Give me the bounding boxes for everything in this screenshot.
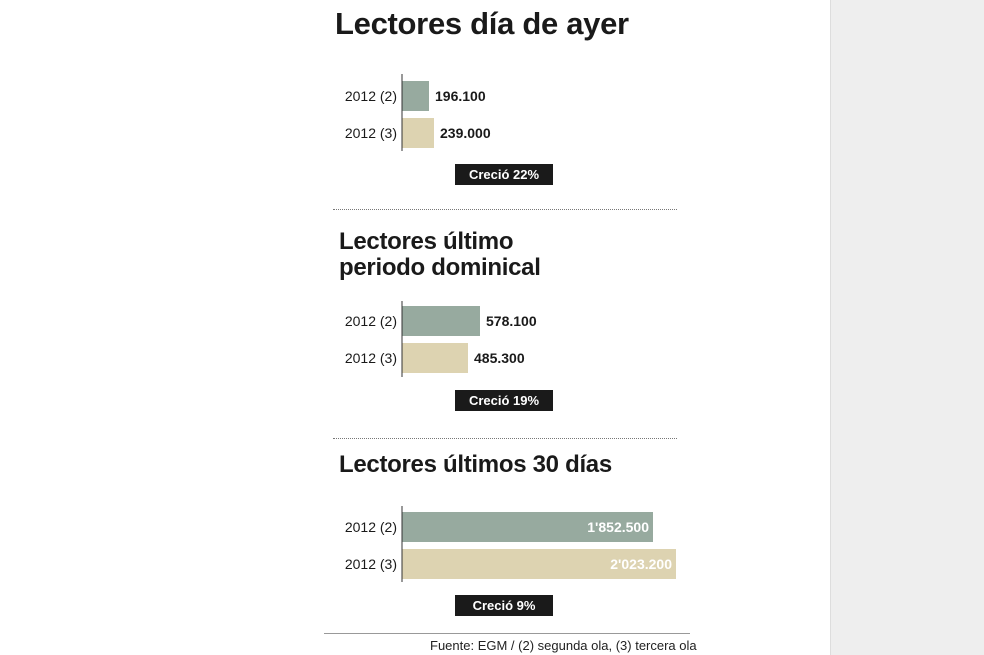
data-label: 1'852.500 — [587, 519, 649, 535]
infographic-page — [153, 0, 830, 655]
growth-badge — [455, 390, 553, 411]
footer-rule — [324, 633, 690, 634]
category-label: 2012 (2) — [345, 88, 397, 104]
category-label: 2012 (3) — [345, 350, 397, 366]
section-divider — [333, 438, 677, 439]
growth-badge-label: Creció 22% — [469, 167, 540, 182]
data-label: 2'023.200 — [610, 556, 672, 572]
bar — [402, 118, 434, 148]
data-label: 239.000 — [440, 125, 491, 141]
bar — [402, 81, 429, 111]
data-label: 578.100 — [486, 313, 537, 329]
chart-title-sunday-readers: Lectores último periodo dominical — [339, 228, 541, 281]
category-label: 2012 (3) — [345, 125, 397, 141]
data-label: 196.100 — [435, 88, 486, 104]
growth-badge-label: Creció 9% — [473, 598, 536, 613]
growth-badge — [455, 164, 553, 185]
bar — [402, 343, 468, 373]
left-margin — [0, 0, 153, 655]
chart-title-daily-readers: Lectores día de ayer — [335, 6, 629, 41]
bar — [402, 306, 480, 336]
growth-badge — [455, 595, 553, 616]
growth-badge-label: Creció 19% — [469, 393, 540, 408]
category-label: 2012 (2) — [345, 313, 397, 329]
bar — [402, 549, 676, 579]
data-label: 485.300 — [474, 350, 525, 366]
chart-title-30-day-readers: Lectores últimos 30 días — [339, 451, 612, 478]
category-label: 2012 (2) — [345, 519, 397, 535]
source-note: Fuente: EGM / (2) segunda ola, (3) terce… — [430, 638, 697, 653]
section-divider — [333, 209, 677, 210]
bar — [402, 512, 653, 542]
category-label: 2012 (3) — [345, 556, 397, 572]
right-side-panel — [830, 0, 984, 655]
